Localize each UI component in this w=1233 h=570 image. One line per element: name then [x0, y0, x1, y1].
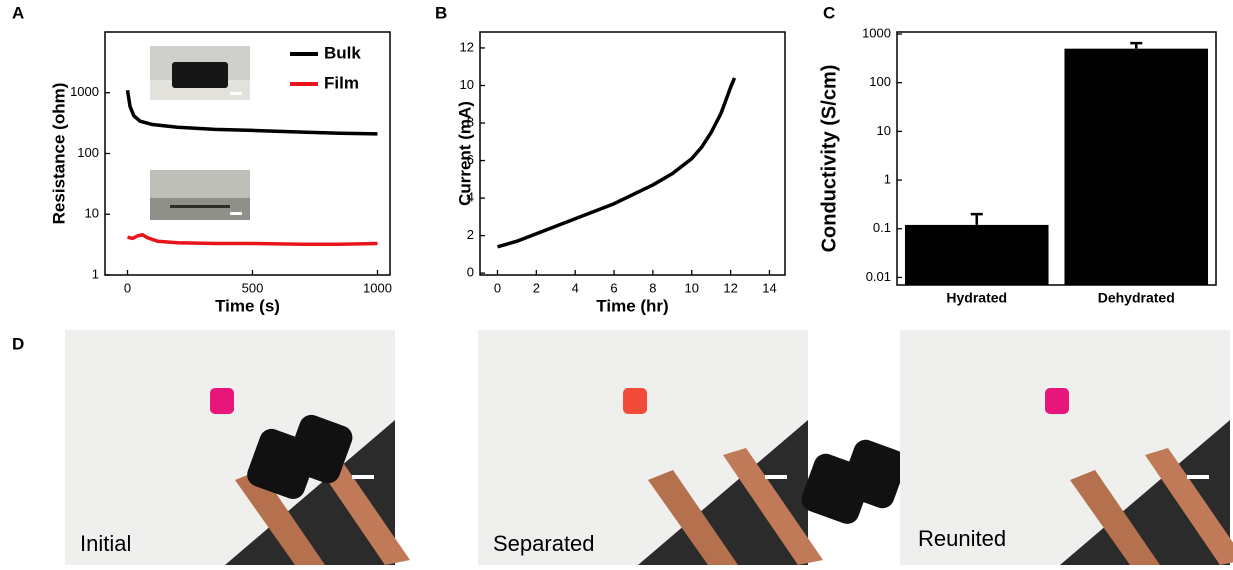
y-tick-label: 2 [467, 227, 474, 242]
copper-tape [1070, 470, 1160, 565]
x-tick-label: 14 [762, 280, 776, 295]
inset-photo [150, 170, 250, 220]
y-tick-label: 10 [460, 77, 474, 92]
bar [904, 224, 1049, 285]
copper-tape [648, 470, 738, 565]
x-tick-label: 12 [723, 280, 737, 295]
panel-label: A [12, 3, 24, 22]
inset-photo [150, 46, 250, 100]
x-tick-label: Hydrated [946, 290, 1007, 306]
x-tick-label: 500 [242, 280, 264, 295]
legend-label: Film [324, 73, 359, 92]
error-bar [970, 212, 983, 225]
y-tick-label: 12 [460, 39, 474, 54]
panel-label: D [12, 334, 24, 353]
x-axis-label: Time (hr) [596, 296, 668, 315]
x-tick-label: Dehydrated [1098, 290, 1175, 306]
photo: Reunited [900, 330, 1233, 565]
photo: Initial [65, 330, 410, 565]
x-tick-label: 6 [610, 280, 617, 295]
photo-label: Initial [80, 531, 131, 556]
y-tick-label: 100 [869, 74, 891, 89]
photo-label: Reunited [918, 526, 1006, 551]
x-tick-label: 8 [649, 280, 656, 295]
copper-tape [235, 470, 325, 565]
led [623, 388, 647, 414]
y-axis-label: Conductivity (S/cm) [818, 65, 840, 253]
y-tick-label: 1000 [70, 84, 99, 99]
scale-bar [765, 475, 787, 479]
y-tick-label: 10 [877, 123, 891, 138]
error-bar [1130, 41, 1143, 49]
copper-tape [1145, 448, 1233, 565]
panel-label: B [435, 3, 447, 22]
panel-label: C [823, 3, 835, 22]
data-line [496, 77, 737, 249]
y-tick-label: 1000 [862, 25, 891, 40]
gel-block [286, 414, 353, 484]
led [210, 388, 234, 414]
x-tick-label: 0 [494, 280, 501, 295]
y-tick-label: 4 [467, 190, 474, 205]
y-tick-label: 1 [884, 172, 891, 187]
scale-bar [1187, 475, 1209, 479]
data-line [125, 89, 378, 136]
y-axis-label: Current (mA) [455, 101, 474, 206]
y-tick-label: 100 [77, 145, 99, 160]
y-axis-label: Resistance (ohm) [49, 83, 68, 225]
legend-label: Bulk [324, 43, 361, 62]
bar [1064, 48, 1209, 286]
photo-label: Separated [493, 531, 595, 556]
photo: Separated [478, 330, 907, 565]
gel-block [841, 439, 907, 509]
y-tick-label: 8 [467, 114, 474, 129]
y-tick-label: 0.01 [866, 269, 891, 284]
y-tick-label: 6 [467, 152, 474, 167]
data-line [127, 232, 378, 247]
y-tick-label: 10 [85, 206, 99, 221]
dark-board [638, 420, 808, 565]
x-tick-label: 1000 [363, 280, 392, 295]
x-tick-label: 4 [572, 280, 579, 295]
x-tick-label: 0 [124, 280, 131, 295]
dark-board [1060, 420, 1230, 565]
plot-frame [896, 31, 1217, 286]
x-tick-label: 10 [685, 280, 699, 295]
y-tick-label: 1 [92, 266, 99, 281]
y-tick-label: 0 [467, 265, 474, 280]
y-tick-label: 0.1 [873, 220, 891, 235]
plot-frame [479, 31, 786, 276]
led [1045, 388, 1069, 414]
x-axis-label: Time (s) [215, 296, 280, 315]
copper-tape [723, 448, 823, 565]
x-tick-label: 2 [533, 280, 540, 295]
dark-board [225, 420, 395, 565]
scale-bar [352, 475, 374, 479]
